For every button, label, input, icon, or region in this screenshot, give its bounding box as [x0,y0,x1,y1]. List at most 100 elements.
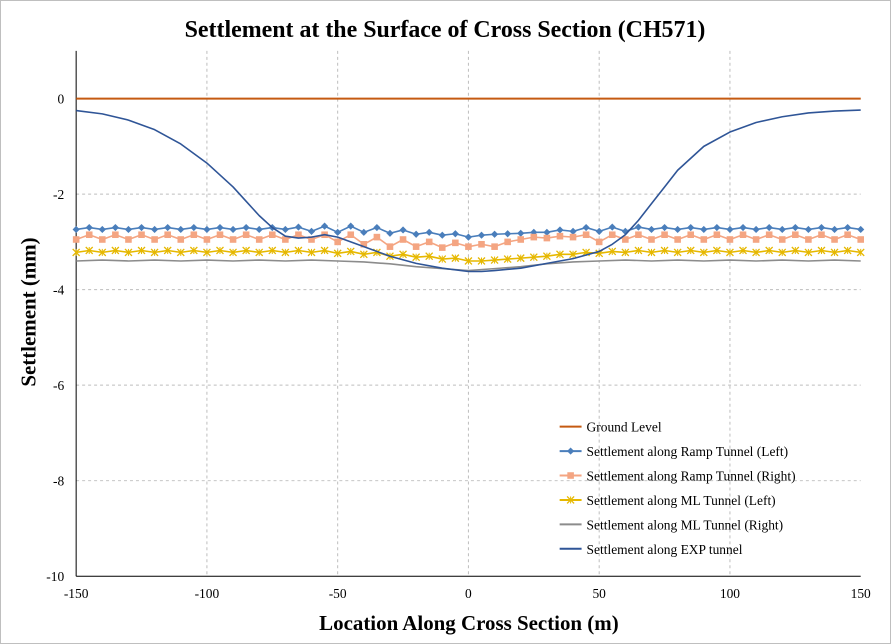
data-point [347,231,355,239]
data-point [634,223,643,231]
data-point [621,248,630,257]
data-point [307,227,316,235]
data-point [712,246,721,255]
data-point [477,231,486,239]
data-point [373,223,381,232]
legend-marker [566,495,575,504]
data-point [478,240,485,248]
data-point [713,231,721,239]
data-point [739,231,747,239]
x-tick-label: 0 [465,586,472,601]
series-4 [76,259,861,272]
data-point [451,230,459,238]
data-point [674,225,682,234]
y-axis: 0 -2 -4 -6 -8 -10 [46,50,77,584]
x-tick-label: 50 [592,586,606,601]
series-3 [72,246,865,265]
legend-marker [567,447,575,455]
data-point [569,250,577,259]
legend: Ground Level Settlement along Ramp Tunnel… [559,420,796,557]
data-point [151,236,158,243]
data-point [203,225,211,234]
data-point [491,243,498,250]
data-point [216,231,224,239]
data-point [700,225,708,234]
legend-label: Settlement along Ramp Tunnel (Right) [587,469,796,484]
legend-item: Settlement along ML Tunnel (Left) [559,493,776,508]
data-point [282,236,289,243]
data-point [452,239,459,247]
data-point [98,248,107,257]
data-point [425,252,434,261]
data-point [765,246,774,255]
data-point [164,223,172,232]
legend-label: Settlement along EXP tunnel [587,542,743,557]
legend-label: Settlement along ML Tunnel (Right) [587,517,784,532]
data-point [713,223,721,232]
x-tick-label: -150 [64,586,89,601]
data-point [72,225,80,234]
data-point [189,246,198,255]
data-point [216,246,224,255]
data-point [281,225,289,234]
data-point [778,248,787,257]
data-point [595,238,603,246]
data-point [412,253,421,262]
data-point [255,248,264,257]
data-point [229,236,237,243]
data-point [176,248,185,257]
data-point [686,246,695,255]
data-point [765,231,773,239]
series-2 [72,231,864,251]
y-tick-label: 0 [57,92,64,107]
data-point [99,236,106,243]
data-point [517,229,525,237]
data-point [530,233,538,241]
data-point [438,244,446,251]
data-point [817,223,826,232]
legend-item: Settlement along Ramp Tunnel (Left) [559,444,788,459]
data-point [386,229,394,237]
data-point [804,248,813,257]
data-point [765,223,773,232]
data-point [85,223,93,232]
data-point [451,254,460,263]
data-point [294,223,303,231]
data-point [856,248,865,257]
data-point [360,240,368,248]
data-point [608,247,617,256]
legend-label: Settlement along ML Tunnel (Left) [587,493,776,508]
data-point [517,236,525,243]
data-point [504,238,511,246]
data-point [556,250,564,259]
data-point [281,248,290,257]
y-tick-label: -4 [53,283,64,298]
data-point [661,231,668,239]
data-point [648,236,655,243]
data-point [477,257,486,265]
data-point [438,255,447,264]
data-point [151,225,159,234]
data-point [504,230,512,238]
series-line [76,259,861,272]
data-point [150,248,159,257]
legend-item: Ground Level [559,420,662,435]
legend-item: Settlement along ML Tunnel (Right) [559,517,784,532]
x-axis-title: Location Along Cross Section (m) [319,611,619,635]
data-point [346,247,355,256]
data-point [831,236,838,243]
data-point [660,223,669,232]
data-point [72,236,80,243]
data-point [725,248,734,257]
data-point [739,223,747,232]
data-point [308,236,315,243]
data-point [608,223,616,231]
y-axis-title: Settlement (mm) [16,237,40,386]
data-point [294,246,303,255]
data-point [268,246,277,255]
data-point [569,233,577,241]
data-point [543,228,551,236]
chart-title: Settlement at the Surface of Cross Secti… [185,17,706,43]
data-point [412,230,420,238]
data-point [503,255,512,264]
